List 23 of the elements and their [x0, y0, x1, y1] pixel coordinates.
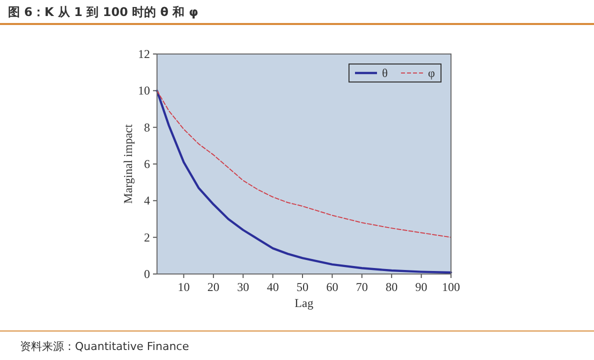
x-tick-label: 40 [266, 280, 279, 294]
x-tick-label: 10 [178, 280, 190, 294]
x-tick-label: 90 [415, 280, 428, 294]
y-tick-label: 0 [144, 267, 150, 281]
y-tick-label: 2 [144, 230, 150, 244]
legend-label: φ [428, 66, 435, 80]
x-tick-label: 70 [356, 280, 368, 294]
x-tick-label: 20 [207, 280, 220, 294]
title: 图 6：K 从 1 到 100 时的 θ 和 φ [8, 5, 198, 19]
annotation: 资料来源：Quantitative Finance [20, 340, 189, 353]
legend-label: θ [382, 66, 388, 80]
x-tick-label: 80 [386, 280, 398, 294]
y-tick-label: 10 [138, 84, 150, 98]
y-tick-label: 6 [144, 157, 150, 171]
x-tick-label: 30 [237, 280, 250, 294]
y-tick-label: 4 [144, 194, 150, 208]
x-tick-label: 50 [296, 280, 309, 294]
y-axis-title: Marginal impact [121, 124, 135, 204]
y-tick-label: 12 [138, 47, 150, 61]
y-tick-label: 8 [144, 120, 150, 134]
x-tick-label: 100 [442, 280, 460, 294]
x-tick-label: 60 [326, 280, 338, 294]
x-axis-title: Lag [294, 296, 314, 310]
